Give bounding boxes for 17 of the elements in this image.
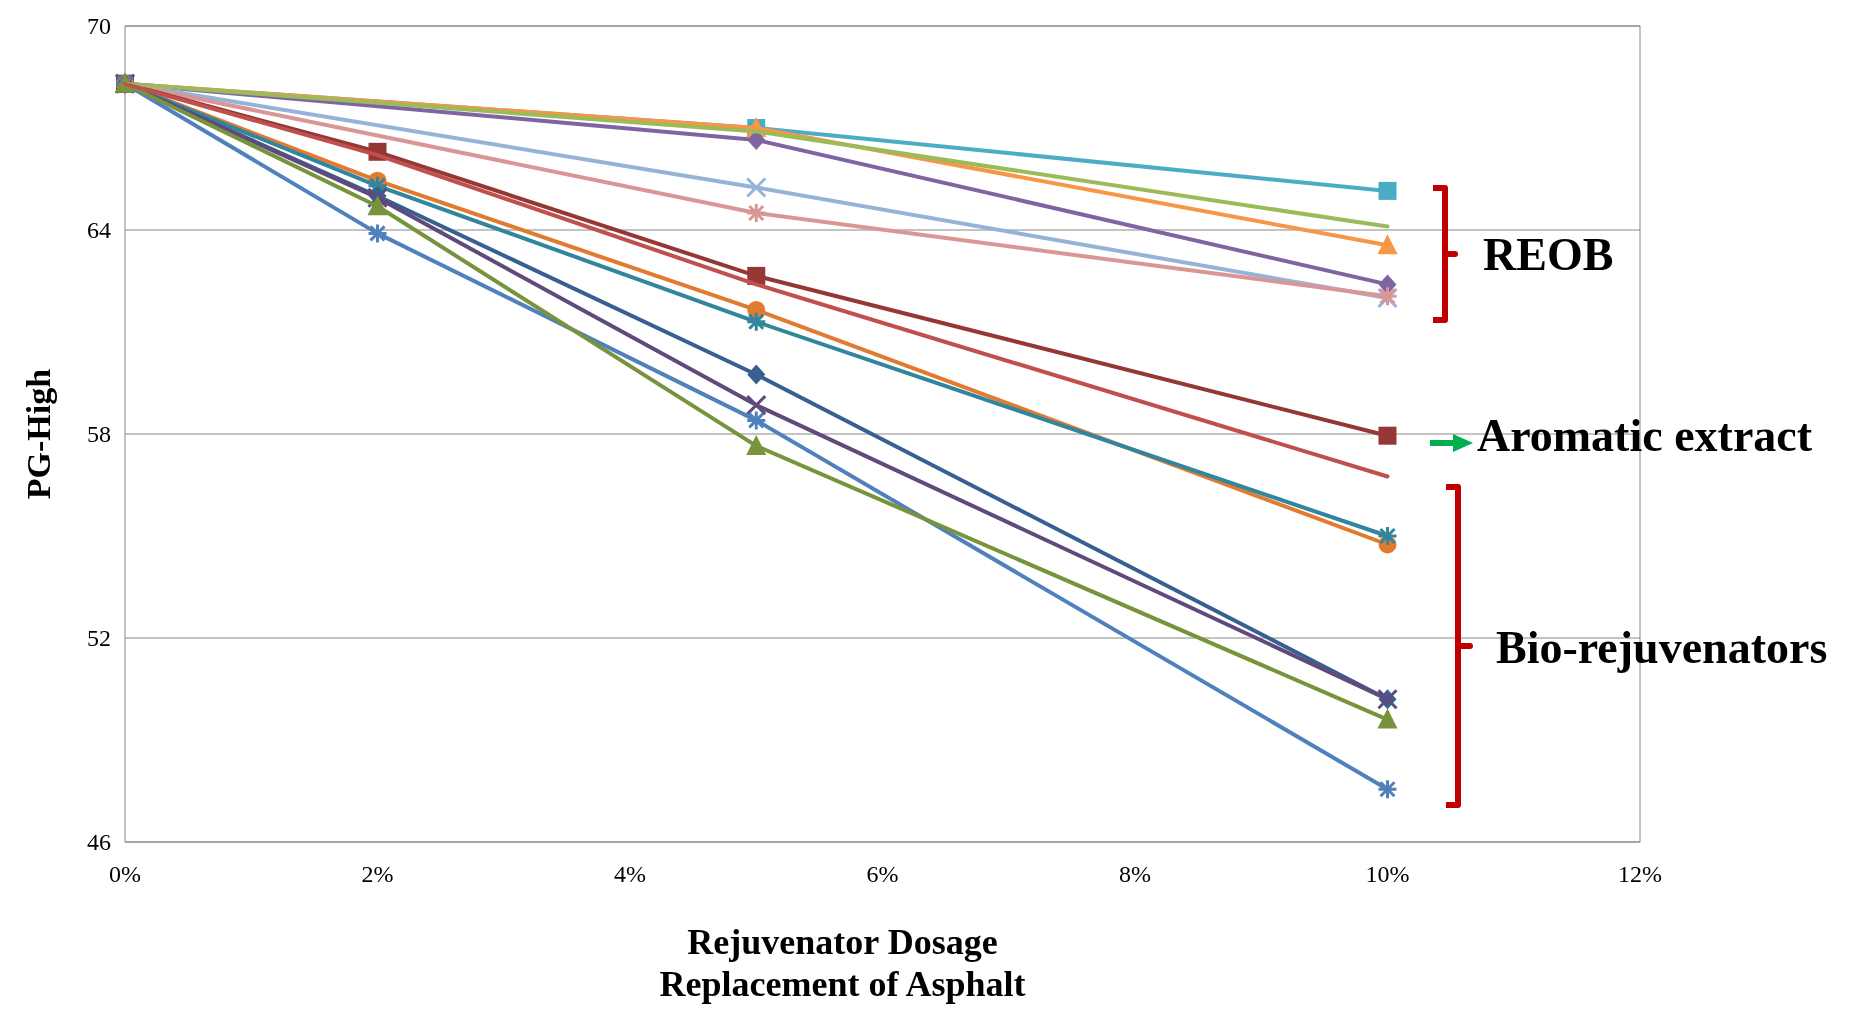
x-tick-label: 12% — [1618, 861, 1662, 887]
y-tick-label: 64 — [87, 217, 111, 244]
x-tick-label: 8% — [1119, 861, 1151, 887]
annotation: Aromatic extract — [1477, 410, 1813, 461]
x-tick-label: 2% — [361, 861, 394, 887]
annotation: REOB — [1483, 229, 1614, 280]
x-tick-label: 4% — [614, 861, 646, 887]
x-tick-label: 10% — [1365, 861, 1410, 887]
y-axis-title: PG-High — [20, 368, 57, 500]
y-tick-label: 58 — [87, 421, 111, 448]
y-tick-label: 70 — [87, 13, 111, 40]
x-axis-title: Rejuvenator Dosage Replacement of Asphalt — [659, 922, 1026, 1004]
y-tick-label: 46 — [87, 829, 111, 856]
annotation: Bio-rejuvenators — [1496, 622, 1828, 673]
x-tick-label: 0% — [109, 861, 141, 887]
y-tick-label: 52 — [87, 625, 111, 652]
x-tick-label: 6% — [866, 861, 899, 887]
